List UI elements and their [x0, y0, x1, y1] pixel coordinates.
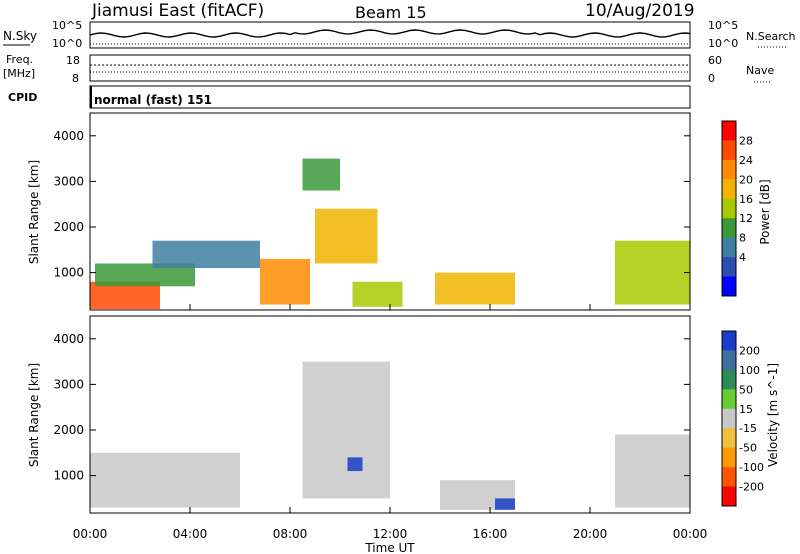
noise-tick-top-right: 10^5: [708, 19, 738, 32]
power-colorbar: 28 24 20 16 12 8 4: [721, 120, 753, 297]
power-colorbar-frame: [721, 120, 737, 297]
cpid-text: normal (fast) 151: [94, 93, 212, 107]
xtick-label: 16:00: [473, 527, 508, 541]
nave-tick-top: 60: [708, 54, 722, 67]
nave-tick-bottom: 0: [708, 72, 715, 85]
nave-label: Nave: [746, 64, 774, 77]
xtick-label: 12:00: [373, 527, 408, 541]
velocity-heatmap: [90, 361, 690, 510]
power-colorbar-tick: 12: [739, 212, 753, 225]
power-colorbar-tick: 28: [739, 134, 753, 147]
velocity-colorbar-label: Velocity [m s^-1]: [766, 363, 780, 467]
power-colorbar-swatch: [722, 257, 736, 278]
ytick-label: 2000: [53, 220, 84, 234]
power-colorbar-tick: 20: [739, 173, 753, 186]
velocity-colorbar-tick: -50: [739, 442, 757, 455]
freq-tick-bottom: 8: [72, 72, 79, 85]
freq-unit-label: [MHz]: [3, 67, 35, 80]
xtick-label: 00:00: [73, 527, 108, 541]
cpid-label: CPID: [8, 91, 37, 104]
power-cell: [352, 281, 403, 307]
xtick-label: 20:00: [573, 527, 608, 541]
ytick-label: 3000: [53, 174, 84, 188]
velocity-colorbar-tick: 200: [739, 344, 760, 357]
power-colorbar-tick: 24: [739, 154, 753, 167]
velocity-colorbar-swatch: [722, 467, 736, 488]
velocity-colorbar-tick: 50: [739, 383, 753, 396]
power-cell: [260, 258, 310, 305]
velocity-colorbar-tick: -100: [739, 461, 764, 474]
velocity-colorbar-swatch: [722, 350, 736, 371]
noise-search-label: N.Search: [746, 30, 796, 43]
power-colorbar-swatch: [722, 237, 736, 258]
power-colorbar-swatch: [722, 218, 736, 239]
velocity-colorbar-swatch: [722, 428, 736, 449]
velocity-colorbar-tick: -200: [739, 481, 764, 494]
time-axis-label: Time UT: [364, 541, 415, 554]
power-ylabel: Slant Range [km]: [27, 160, 41, 264]
ytick-label: 4000: [53, 129, 84, 143]
power-colorbar-swatch: [722, 198, 736, 219]
power-cell: [95, 263, 195, 287]
power-cell: [302, 158, 340, 191]
power-colorbar-swatch: [722, 159, 736, 180]
power-yaxis: 4000 3000 2000 1000: [53, 129, 690, 280]
velocity-colorbar-swatch: [722, 389, 736, 410]
noise-tick-top-left: 10^5: [52, 19, 82, 32]
xtick-label: 08:00: [273, 527, 308, 541]
power-colorbar-tick: 8: [739, 232, 746, 245]
power-colorbar-swatch: [722, 179, 736, 200]
velocity-cell: [615, 434, 690, 508]
velocity-colorbar-frame: [721, 330, 737, 507]
velocity-cell: [90, 452, 240, 508]
ytick-label: 1000: [53, 266, 84, 280]
noise-tick-bottom-right: 10^0: [708, 37, 738, 50]
power-colorbar-swatch: [722, 276, 736, 297]
power-heatmap: [90, 158, 690, 310]
power-colorbar-label: Power [dB]: [758, 179, 772, 244]
velocity-colorbar-swatch: [722, 408, 736, 429]
velocity-colorbar-tick: -15: [739, 422, 757, 435]
power-colorbar-tick: 16: [739, 193, 753, 206]
velocity-colorbar-swatch: [722, 447, 736, 468]
power-cell: [615, 240, 690, 305]
velocity-ylabel: Slant Range [km]: [27, 363, 41, 467]
xtick-label: 00:00: [673, 527, 708, 541]
ytick-label: 2000: [53, 423, 84, 437]
velocity-colorbar-swatch: [722, 369, 736, 390]
velocity-colorbar-swatch: [722, 331, 736, 351]
velocity-yaxis: 4000 3000 2000 1000: [53, 332, 690, 483]
power-colorbar-tick: 4: [739, 251, 746, 264]
freq-label: Freq.: [6, 53, 33, 66]
station-title: Jiamusi East (fitACF): [91, 1, 264, 21]
beam-title: Beam 15: [355, 3, 427, 22]
noise-sky-line: [89, 29, 691, 38]
ytick-label: 4000: [53, 332, 84, 346]
velocity-cell: [302, 361, 390, 499]
power-cell: [152, 240, 260, 269]
freq-panel-frame: [89, 54, 691, 82]
velocity-colorbar-tick: 100: [739, 364, 760, 377]
velocity-colorbar-swatch: [722, 486, 736, 507]
velocity-cell: [495, 498, 515, 510]
power-cell: [315, 208, 378, 264]
noise-sky-label: N.Sky: [3, 29, 37, 43]
velocity-colorbar: 200 100 50 15 -15 -50 -100 -200: [721, 330, 764, 507]
velocity-colorbar-tick: 15: [739, 403, 753, 416]
ytick-label: 1000: [53, 469, 84, 483]
power-colorbar-swatch: [722, 140, 736, 161]
date-title: 10/Aug/2019: [585, 1, 695, 21]
power-cell: [435, 272, 515, 305]
velocity-cell: [347, 457, 363, 472]
ytick-label: 3000: [53, 377, 84, 391]
power-colorbar-swatch: [722, 121, 736, 141]
freq-tick-top: 18: [66, 54, 80, 67]
time-axis: 00:00 04:00 08:00 12:00 16:00 20:00 00:00: [73, 304, 708, 541]
xtick-label: 04:00: [173, 527, 208, 541]
noise-tick-bottom-left: 10^0: [52, 37, 82, 50]
